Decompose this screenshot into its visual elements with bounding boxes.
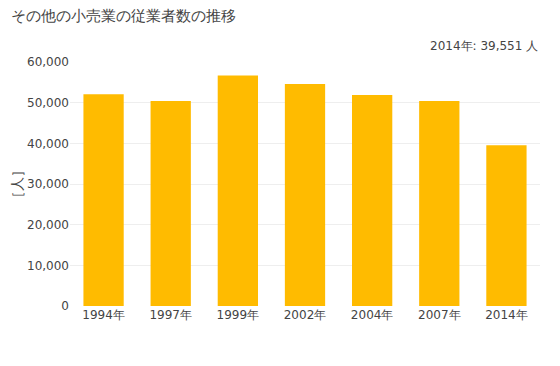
- svg-text:2002年: 2002年: [284, 308, 327, 322]
- svg-text:1997年: 1997年: [149, 308, 192, 322]
- svg-text:60,000: 60,000: [27, 55, 69, 69]
- svg-text:1994年: 1994年: [82, 308, 125, 322]
- svg-text:0: 0: [61, 299, 69, 313]
- svg-text:その他の小売業の従業者数の推移: その他の小売業の従業者数の推移: [11, 7, 236, 25]
- svg-text:2007年: 2007年: [418, 308, 461, 322]
- svg-text:2014年: 2014年: [485, 308, 528, 322]
- svg-text:20,000: 20,000: [27, 218, 69, 232]
- svg-text:50,000: 50,000: [27, 96, 69, 110]
- svg-text:10,000: 10,000: [27, 259, 69, 273]
- svg-text:［人］: ［人］: [9, 163, 25, 205]
- svg-text:2014年: 39,551 人: 2014年: 39,551 人: [430, 39, 538, 53]
- svg-text:1999年: 1999年: [217, 308, 260, 322]
- svg-text:2004年: 2004年: [351, 308, 394, 322]
- svg-text:40,000: 40,000: [27, 137, 69, 151]
- svg-text:30,000: 30,000: [27, 177, 69, 191]
